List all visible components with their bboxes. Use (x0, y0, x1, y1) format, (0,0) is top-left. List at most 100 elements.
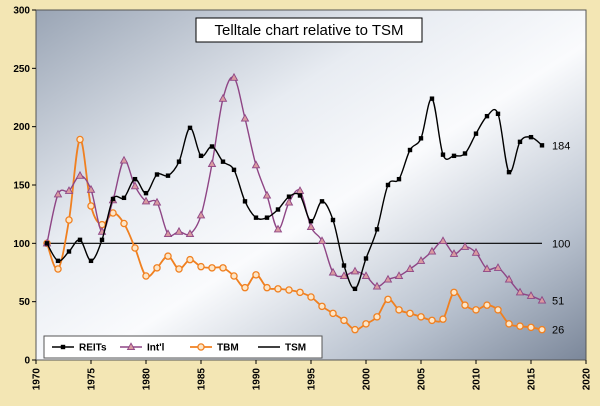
reits-point (77, 237, 83, 243)
plot-area (35, 9, 587, 361)
intl-point (163, 229, 173, 238)
reits-point (297, 193, 303, 198)
reits-point (242, 199, 248, 204)
tbm-point (175, 265, 183, 273)
intl-point (383, 274, 393, 283)
y-tick-label: 250 (13, 64, 30, 75)
reits-point (99, 237, 105, 243)
tbm-point (527, 323, 535, 332)
reits-point (396, 176, 402, 182)
legend-item-reits: REITs (52, 343, 107, 354)
x-tick-label: 2015 (527, 368, 538, 391)
y-tick-label: 50 (19, 297, 31, 308)
reits-point (165, 173, 171, 178)
intl-point (537, 295, 547, 304)
reits-point (517, 139, 523, 145)
legend-item-intl: Int'l (120, 342, 165, 354)
reits-point (209, 144, 215, 149)
x-tick-label: 2005 (417, 368, 428, 391)
reits-point (275, 207, 281, 212)
intl-point (174, 226, 184, 235)
reits-point (286, 194, 292, 199)
reits-point (528, 134, 534, 140)
intl-point (405, 264, 415, 273)
x-tick-label: 1975 (87, 368, 98, 391)
intl-point (504, 274, 514, 283)
tbm-point (87, 202, 95, 210)
intl-point (53, 189, 63, 198)
intl-point (229, 72, 239, 81)
intl-point (240, 113, 250, 122)
tbm-point (538, 325, 546, 334)
chart-title-box: Telltale chart relative to TSM (195, 17, 423, 43)
intl-point (130, 181, 140, 190)
reits-point (253, 215, 259, 220)
x-tick-label: 1980 (142, 368, 153, 391)
tbm-point (516, 322, 524, 330)
series-tbm (43, 135, 546, 334)
reits-point (440, 152, 446, 157)
legend: REITs Int'l TBM TSM (43, 335, 323, 359)
chart-title: Telltale chart relative to TSM (215, 22, 404, 39)
reits-point (110, 196, 116, 202)
intl-point (471, 247, 481, 256)
reits-point (319, 199, 325, 204)
intl-point (306, 222, 316, 231)
reits-point (352, 286, 358, 292)
tbm-point (76, 135, 84, 144)
tbm-point (505, 320, 513, 328)
reits-point (407, 147, 413, 153)
reits-point (374, 227, 380, 232)
reits-point (495, 111, 501, 117)
y-tick-label: 200 (13, 122, 30, 133)
reits-point (88, 258, 94, 264)
intl-point (526, 291, 536, 299)
tbm-point (461, 301, 469, 309)
x-tick-label: 2020 (582, 368, 593, 391)
intl-point (86, 184, 96, 193)
tbm-point (307, 293, 315, 301)
tbm-point (417, 313, 425, 321)
reits-point (132, 176, 138, 182)
series-reits (44, 96, 545, 292)
tbm-point (362, 320, 370, 328)
intl-point (416, 256, 426, 264)
intl-point (317, 236, 327, 245)
reits-point (429, 96, 435, 101)
legend-label: REITs (79, 343, 107, 354)
y-tick-label: 100 (13, 239, 30, 250)
reits-point (506, 169, 512, 175)
tbm-point (219, 264, 227, 272)
legend-box (43, 335, 323, 359)
reits-point (341, 263, 347, 268)
tbm-point (241, 283, 249, 292)
intl-point (218, 93, 228, 102)
y-tick-label: 300 (13, 6, 30, 17)
tbm-point (439, 315, 447, 323)
intl-point (438, 236, 448, 245)
tbm-point (230, 272, 238, 280)
x-tick-label: 1995 (307, 368, 318, 391)
tbm-point (142, 272, 150, 280)
reits-point (60, 344, 66, 350)
intl-point (427, 246, 437, 255)
legend-label: Int'l (147, 343, 165, 354)
tbm-point (186, 255, 194, 264)
reits-point (385, 182, 391, 188)
tbm-point (285, 286, 293, 294)
legend-label: TSM (285, 343, 306, 354)
intl-point (251, 160, 261, 169)
tbm-point (384, 295, 392, 304)
reits-point (462, 151, 468, 156)
intl-point (449, 249, 459, 257)
tbm-point (208, 264, 216, 272)
tbm-point (483, 301, 491, 309)
tbm-point (428, 316, 436, 325)
tbm-point (120, 219, 128, 228)
intl-point (493, 263, 503, 271)
tbm-point (351, 325, 359, 334)
x-tick-label: 1970 (32, 368, 43, 391)
tbm-point (472, 306, 480, 314)
